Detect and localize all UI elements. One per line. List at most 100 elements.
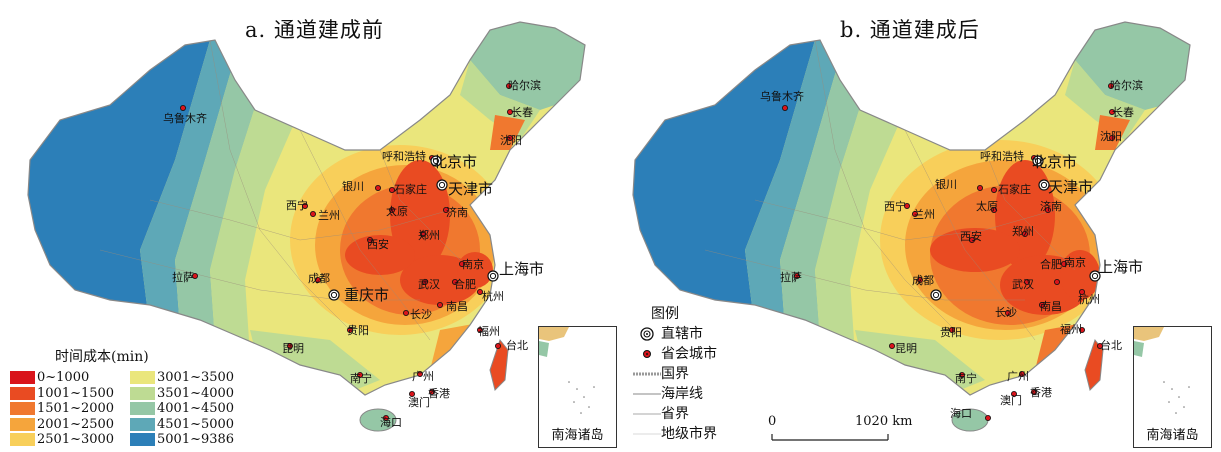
legend-label: 1001~1500 [37,385,115,401]
panel-a-capital-marker [494,342,501,349]
legend-label: 4001~4500 [157,401,235,416]
panel-b-inset-islands [1134,327,1190,414]
label-a-lanzhou: 兰州 [318,209,340,222]
label-a-guangzhou: 广州 [412,370,434,383]
legend-swatch [130,402,155,415]
panel-b-capital-marker [917,276,924,283]
panel-b-capital-marker [1011,390,1018,397]
legend-label: 4501~5000 [157,416,235,432]
legend-swatch [130,386,155,400]
panel-a-capital-marker [506,134,513,141]
label-a-hefei: 合肥 [454,278,476,291]
panel-b-title: b. 通道建成后 [840,18,980,42]
panel-b-municipality-marker [1091,272,1099,280]
panel-a-capital-marker [286,342,293,349]
label-a-hongkong: 香港 [428,387,450,400]
panel-b-capital-marker [1054,278,1061,285]
legend-label: 0~1000 [37,370,90,385]
panel-b-capital-marker [904,202,911,209]
panel-b-capital-marker [949,326,956,333]
label-a-chongqing: 重庆市 [344,286,390,304]
panel-a-municipality-marker [438,181,446,189]
panel-b-capital-marker [1031,388,1038,395]
panel-a-municipality-marker [432,157,440,165]
panel-b-capital-marker [794,272,801,279]
label-b-xining: 西宁 [884,200,906,213]
label-a-zhengzhou: 郑州 [418,229,440,242]
label-b-guangzhou: 广州 [1007,370,1029,383]
label-b-kunming: 昆明 [895,342,917,355]
legend-item: 5001~9386 [130,432,234,447]
legend-label: 2501~3000 [37,432,115,447]
panel-b-capital-marker [1079,288,1086,295]
panel-b-inset-label: 南海诸岛 [1146,428,1199,443]
label-b-hohhot: 呼和浩特 [980,150,1024,163]
key-national-border-label: 国界 [661,366,689,382]
panel-b-capital-marker [1039,301,1046,308]
legend-swatch [10,417,35,431]
label-b-chengdu: 成都 [912,274,934,287]
panel-b-capital-marker [1061,260,1068,267]
label-a-changchun: 长春 [511,106,533,119]
label-a-hohhot: 呼和浩特 [382,150,426,163]
label-b-wuhan: 武汉 [1012,278,1034,291]
label-a-kunming: 昆明 [282,342,304,355]
legend-item: 0~1000 [10,370,89,385]
label-a-nanjing: 南京 [462,258,484,271]
legend-item: 2501~3000 [10,432,114,447]
legend-item: 1001~1500 [10,386,114,401]
label-a-shenyang: 沈阳 [500,134,522,147]
panel-a-municipality-marker [487,270,499,282]
label-a-urumqi: 乌鲁木齐 [163,112,207,125]
scale-zero-label: 0 [768,414,777,429]
label-a-chengdu: 成都 [308,272,330,285]
panel-a-capital-marker [191,272,198,279]
prefecture-border-line-icon [633,427,661,441]
panel-a-capital-marker [366,236,373,243]
panel-b-capital-marker [1019,370,1026,377]
panel-b-capital-marker [1109,134,1116,141]
key-municipality: 直辖市 [633,324,717,344]
panel-a-taiwan [489,338,509,391]
label-a-shanghai: 上海市 [499,260,545,278]
panel-b-municipality-marker [1038,179,1050,191]
label-b-xian: 西安 [960,230,982,243]
provincial-border-line-icon [633,407,661,421]
key-title: 图例 [651,306,679,322]
coastline-line-icon [633,387,661,401]
label-a-jinan: 济南 [446,206,468,219]
panel-a-border [27,21,586,396]
panel-b-capital-marker [1097,342,1104,349]
panel-a-capital-marker [419,230,426,237]
key-prefecture-border-label: 地级市界 [661,426,717,442]
panel-b-municipality-marker [1089,270,1101,282]
label-a-wuhan: 武汉 [418,278,440,291]
key-capital: 省会城市 [633,344,717,364]
legend-swatch [10,433,35,446]
panel-a-capital-marker [388,206,395,213]
panel-a-capital-marker [436,301,443,308]
label-a-changsha: 长沙 [410,308,432,321]
panel-a-capital-marker [505,83,512,90]
label-b-harbin: 哈尔滨 [1110,79,1143,92]
panel-b-municipality-marker [1032,155,1044,167]
label-b-lanzhou: 兰州 [913,208,935,221]
panel-a-hainan [359,408,397,432]
label-a-tianjin: 天津市 [448,180,494,198]
label-b-hefei: 合肥 [1040,258,1062,271]
label-a-xian: 西安 [367,238,389,251]
panel-a-municipality-marker [489,272,497,280]
panel-b-municipality-marker [930,289,942,301]
label-b-tianjin: 天津市 [1048,178,1094,196]
label-a-guiyang: 贵阳 [347,324,369,337]
panel-a-inset-islands [539,327,595,414]
panel-b-border [632,21,1191,396]
panel-b-capital-marker [1022,230,1029,237]
label-a-hangzhou: 杭州 [482,290,504,303]
key-coastline-label: 海岸线 [661,386,703,402]
panel-a-capital-marker [451,278,458,285]
label-b-changchun: 长春 [1112,106,1134,119]
legend-label: 3001~3500 [157,370,235,385]
label-b-guiyang: 贵阳 [940,326,962,339]
legend-title: 时间成本(min) [55,349,149,365]
